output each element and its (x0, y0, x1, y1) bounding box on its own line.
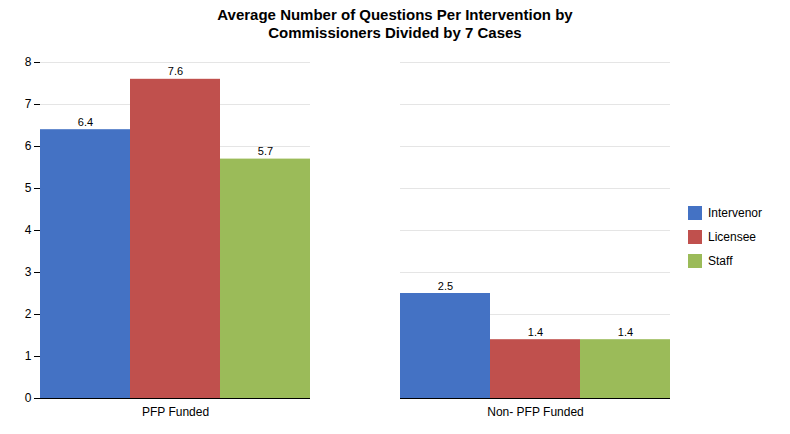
svg-text:Non- PFP Funded: Non- PFP Funded (487, 405, 584, 419)
html-text:Licensee: Licensee (708, 230, 756, 244)
svg-text:6.4: 6.4 (78, 116, 93, 128)
svg-text:7: 7 (25, 97, 32, 111)
svg-text:1: 1 (25, 349, 32, 363)
svg-text:2: 2 (25, 307, 32, 321)
svg-text:7.6: 7.6 (168, 65, 183, 77)
svg-text:5: 5 (25, 181, 32, 195)
html-text:Intervenor: Intervenor (708, 206, 762, 220)
html-text:Average Number of Questions Pe: Average Number of Questions Per Interven… (217, 6, 573, 41)
svg-text:8: 8 (25, 55, 32, 69)
svg-text:1.4: 1.4 (528, 326, 543, 338)
svg-text:0: 0 (25, 391, 32, 405)
svg-text:5.7: 5.7 (258, 145, 273, 157)
svg-text:PFP Funded: PFP Funded (142, 405, 209, 419)
html-text:Staff: Staff (708, 254, 733, 268)
svg-text:4: 4 (25, 223, 32, 237)
svg-text:2.5: 2.5 (438, 280, 453, 292)
svg-text:3: 3 (25, 265, 32, 279)
svg-text:6: 6 (25, 139, 32, 153)
svg-text:1.4: 1.4 (618, 326, 633, 338)
